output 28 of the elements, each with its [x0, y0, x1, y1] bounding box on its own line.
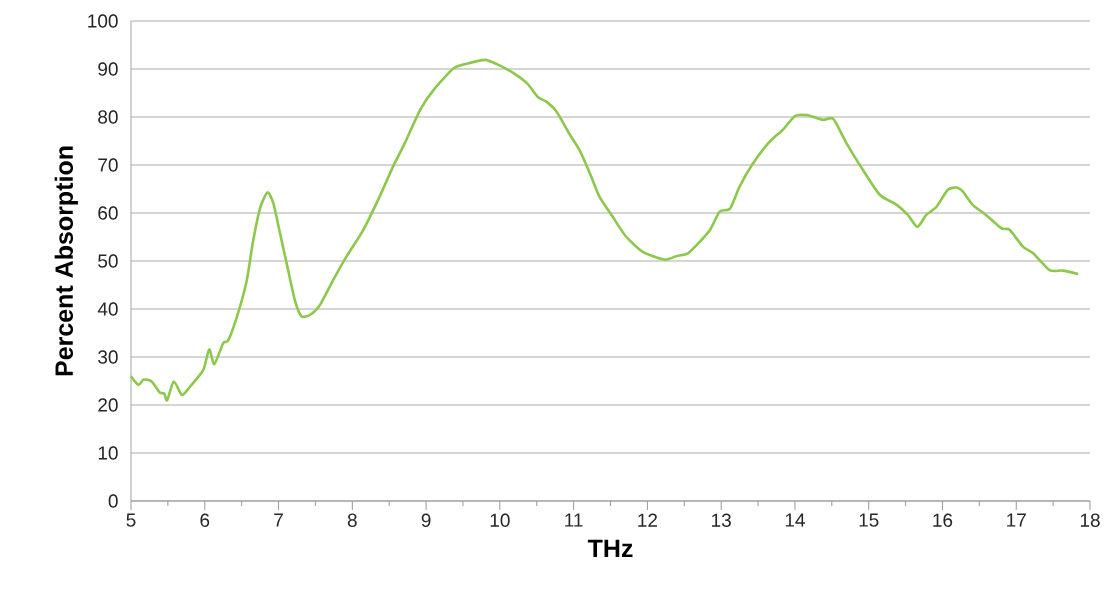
x-axis-title: THz: [587, 539, 633, 558]
y-tick-label: 50: [98, 254, 118, 268]
y-tick-label: 40: [97, 302, 118, 316]
x-tick-label: 17: [1007, 513, 1026, 527]
y-tick-label: 80: [98, 110, 118, 124]
x-tick-label: 7: [274, 513, 283, 527]
y-tick-label: 60: [98, 206, 118, 220]
x-tick-label: 8: [347, 513, 357, 527]
line-series: [129, 58, 1080, 402]
y-tick-label: 70: [98, 158, 118, 172]
x-tick-label: 11: [565, 513, 583, 527]
x-tick-label: 15: [859, 513, 879, 527]
y-tick-label: 100: [88, 14, 118, 28]
x-tick-label: 10: [490, 513, 510, 527]
y-tick-label: 90: [98, 62, 118, 76]
x-tick-label: 16: [933, 513, 953, 527]
x-tick-label: 18: [1080, 513, 1100, 527]
x-tick-label: 6: [200, 513, 210, 527]
x-tick-label: 13: [712, 513, 731, 527]
y-axis-title: Percent Absorption: [54, 146, 78, 376]
x-tick-label: 5: [126, 513, 136, 527]
y-tick-label: 20: [98, 398, 118, 412]
x-tick-label: 14: [785, 513, 805, 527]
x-tick-label: 9: [421, 513, 431, 527]
y-tick-label: 0: [108, 494, 118, 508]
y-tick-label: 10: [98, 446, 118, 460]
y-tick-label: 30: [98, 350, 118, 364]
x-tick-label: 12: [638, 513, 657, 527]
